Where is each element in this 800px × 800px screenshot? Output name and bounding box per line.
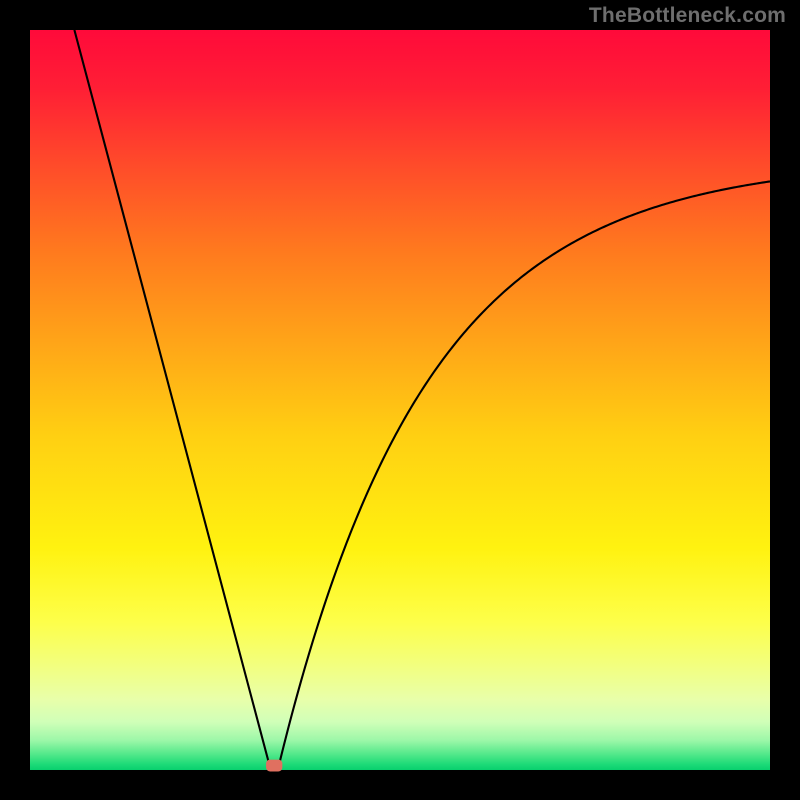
optimal-point-marker xyxy=(266,760,282,772)
chart-plot-area xyxy=(30,30,770,770)
chart-container: TheBottleneck.com xyxy=(0,0,800,800)
watermark-label: TheBottleneck.com xyxy=(589,4,786,28)
bottleneck-chart xyxy=(0,0,800,800)
